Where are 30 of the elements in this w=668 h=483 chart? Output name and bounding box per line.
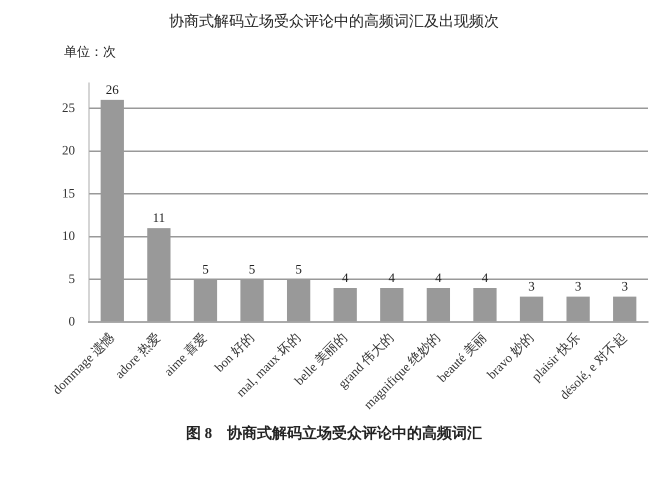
data-label: 5 <box>202 261 209 276</box>
data-label: 4 <box>482 270 489 285</box>
data-label: 4 <box>342 270 349 285</box>
y-tick-label: 10 <box>62 228 75 244</box>
bar <box>473 288 497 322</box>
x-tick-label: aime 喜爱 <box>160 330 210 379</box>
bar <box>520 296 544 322</box>
x-tick-label: bon 好的 <box>212 330 257 375</box>
y-tick-label: 0 <box>68 314 75 329</box>
data-label: 5 <box>295 261 302 276</box>
y-tick-label: 5 <box>68 270 75 286</box>
caption: 图 8 协商式解码立场受众评论中的高频词汇 <box>184 424 484 443</box>
data-label: 4 <box>388 270 396 285</box>
y-tick-label: 20 <box>62 142 75 158</box>
data-label: 3 <box>621 278 628 294</box>
data-label: 3 <box>528 278 535 294</box>
bar <box>426 288 450 322</box>
bar <box>334 288 357 322</box>
y-tick-label: 25 <box>62 100 75 115</box>
data-label: 26 <box>106 82 120 97</box>
data-label: 11 <box>152 210 166 226</box>
bar <box>566 296 590 322</box>
bar <box>380 288 404 322</box>
data-label: 5 <box>248 261 256 276</box>
data-label: 4 <box>435 270 442 285</box>
chart-title: 协商式解码立场受众评论中的高频词汇及出现频次 <box>168 12 500 31</box>
y-axis-title: 单位：次 <box>64 43 117 61</box>
bar <box>613 296 636 322</box>
data-label: 3 <box>574 278 582 294</box>
y-tick-label: 15 <box>62 185 75 200</box>
